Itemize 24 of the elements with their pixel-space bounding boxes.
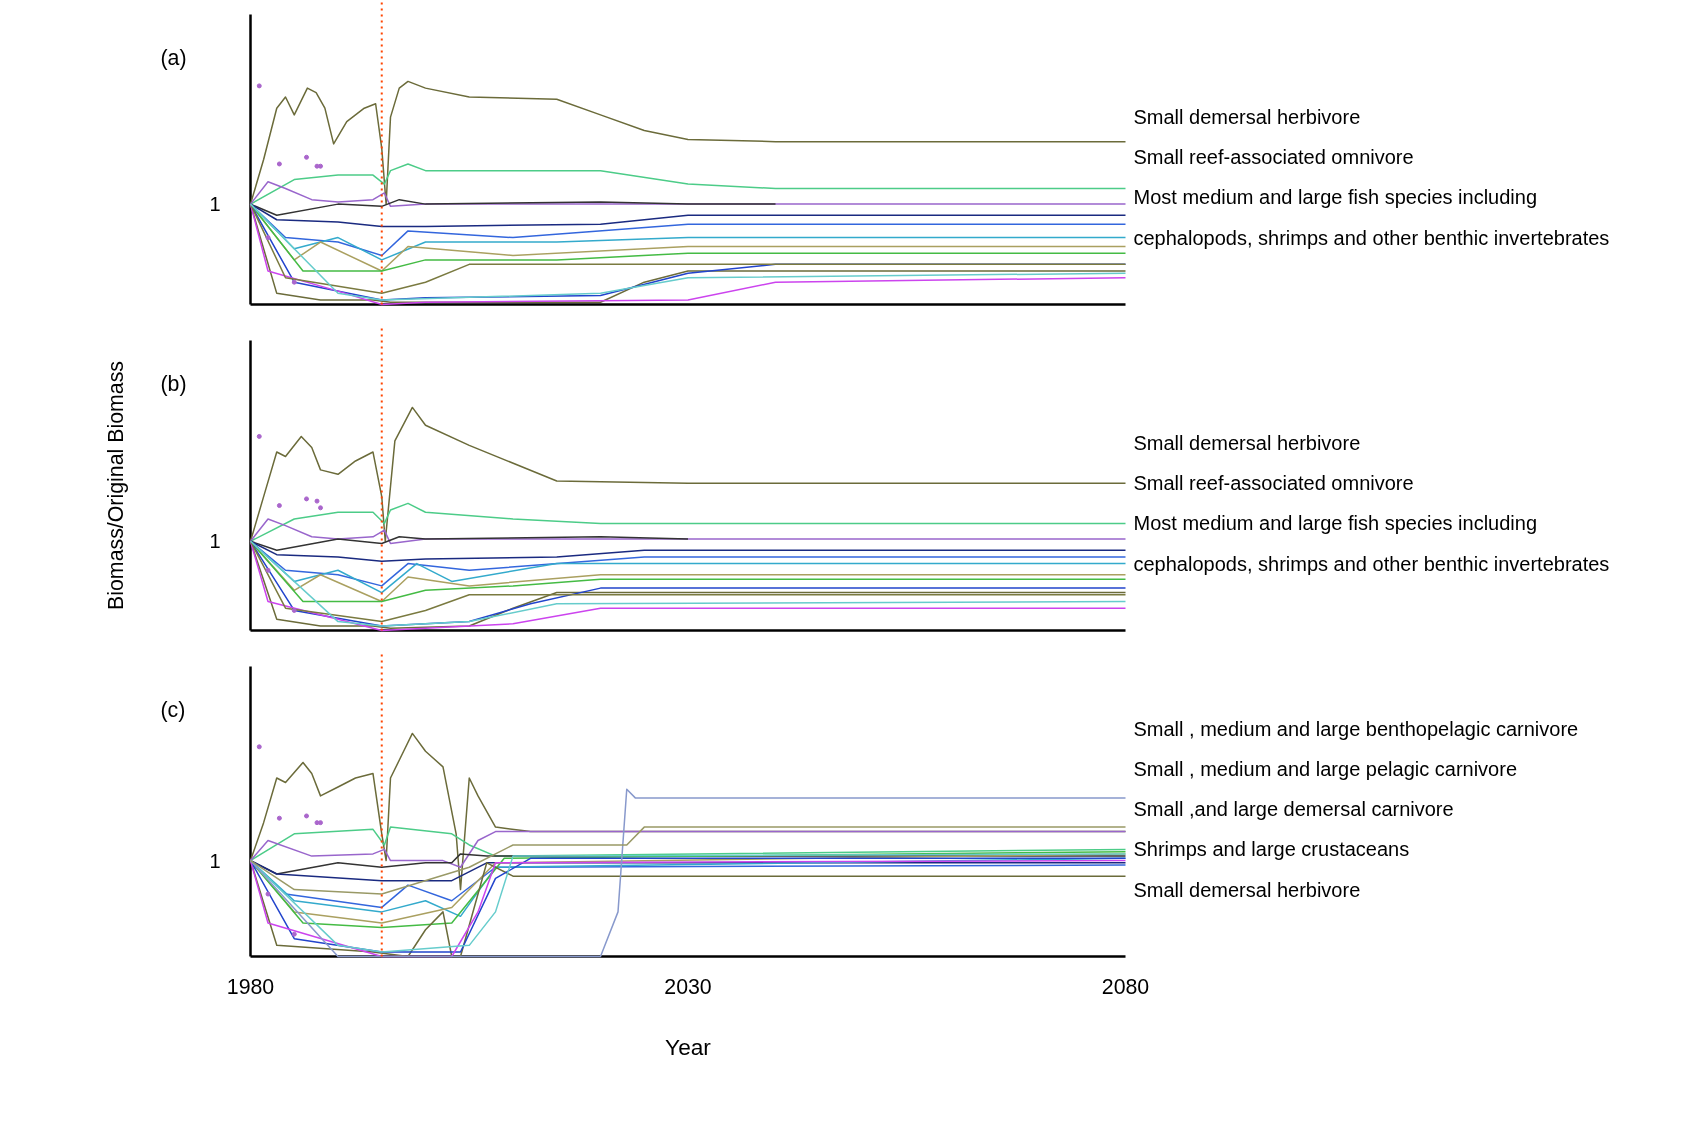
chart-title: (b): [160, 372, 187, 396]
text: Small ,and large demersal carnivore: [1133, 798, 1454, 821]
text: Shrimps and large crustaceans: [1133, 838, 1410, 861]
text: Small , medium and large pelagic carnivore: [1133, 758, 1518, 781]
chart-title: (a): [160, 46, 187, 70]
text: Small demersal herbivore: [1133, 878, 1361, 901]
x-tick-label: 1980: [226, 975, 275, 999]
text: Most medium and large fish species including: [1133, 186, 1538, 209]
text: 1: [209, 849, 221, 872]
text: cephalopods, shrimps and other benthic invertebrates: [1133, 552, 1610, 575]
x-tick-label: 2080: [1101, 975, 1150, 999]
x-tick-label: 2030: [664, 975, 712, 999]
text: Small reef-associated omnivore: [1133, 472, 1414, 495]
text: Small , medium and large benthopelagic carnivore: [1133, 717, 1579, 740]
text: Most medium and large fish species including: [1133, 512, 1538, 535]
y-axis-title: Biomass/Original Biomass: [103, 361, 128, 610]
text: Small reef-associated omnivore: [1133, 146, 1414, 169]
text: Small demersal herbivore: [1133, 106, 1361, 129]
x-axis-title: Year: [665, 1033, 712, 1060]
text: 1: [209, 530, 221, 553]
text: 1: [209, 193, 221, 216]
text: Small demersal herbivore: [1133, 432, 1361, 455]
chart-title: (c): [160, 698, 186, 722]
text: cephalopods, shrimps and other benthic invertebrates: [1133, 226, 1610, 249]
